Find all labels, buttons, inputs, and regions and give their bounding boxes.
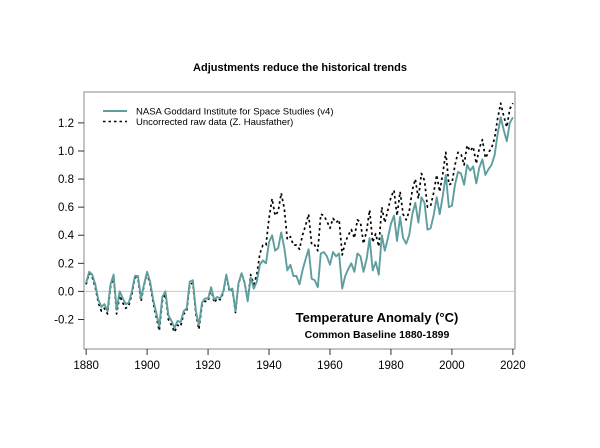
y-tick-label: 0.4 [58, 230, 75, 242]
chart-title: Adjustments reduce the historical trends [193, 62, 407, 74]
legend-label-raw: Uncorrected raw data (Z. Hausfather) [136, 117, 293, 128]
x-tick-label: 2020 [500, 360, 526, 372]
legend-label-nasa: NASA Goddard Institute for Space Studies… [136, 107, 334, 118]
y-tick-label: 1.2 [58, 118, 74, 130]
x-tick-label: 1880 [73, 360, 99, 372]
plot-border [83, 91, 516, 350]
annotation-title: Temperature Anomaly (°C) [296, 310, 459, 325]
y-tick-label: 0.6 [58, 202, 74, 214]
series-line-nasa [85, 116, 514, 329]
y-tick-label: 1.0 [58, 146, 74, 158]
x-tick-label: 1980 [378, 360, 404, 372]
annotation-subtitle: Common Baseline 1880-1899 [305, 329, 450, 341]
x-tick-label: 1920 [195, 360, 221, 372]
plot-area: -0.2 0.0 0.2 0.4 0.6 0.8 1.0 1.2 1880 1900 1920 194… [54, 102, 526, 372]
y-tick-label: 0.0 [58, 286, 74, 298]
x-tick-label: 1900 [134, 360, 160, 372]
x-tick-label: 2000 [439, 360, 465, 372]
legend: NASA Goddard Institute for Space Studies… [103, 107, 334, 128]
y-tick-label: 0.8 [58, 174, 74, 186]
y-tick-label: -0.2 [54, 315, 74, 327]
series-line-raw [85, 102, 514, 333]
y-tick-label: 0.2 [58, 258, 74, 270]
x-tick-label: 1960 [317, 360, 343, 372]
x-tick-label: 1940 [256, 360, 282, 372]
